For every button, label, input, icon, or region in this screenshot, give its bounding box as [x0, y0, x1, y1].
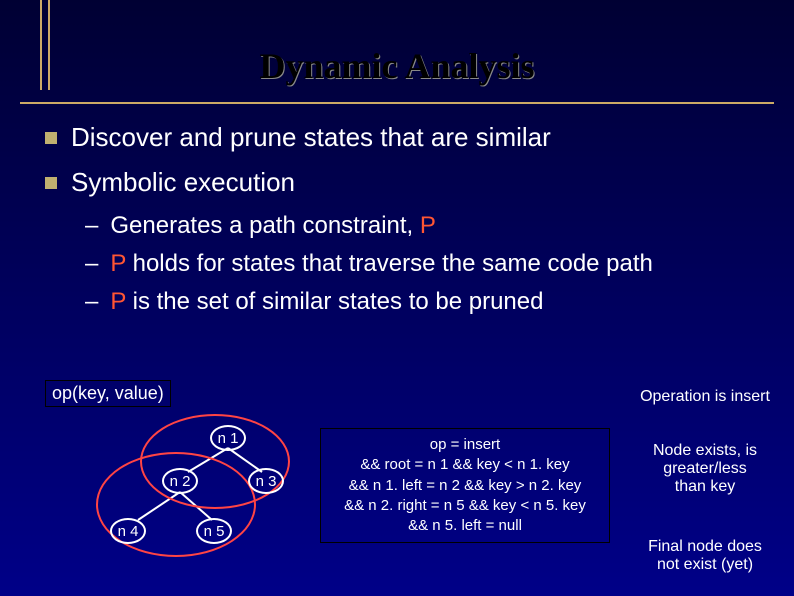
- bullet-1: Discover and prune states that are simil…: [45, 122, 749, 153]
- right-label-2c: than key: [625, 478, 785, 496]
- right-label-2: Node exists, is greater/less than key: [625, 442, 785, 496]
- constraint-box: op = insert && root = n 1 && key < n 1. …: [320, 428, 610, 543]
- decorative-vline-1: [40, 0, 42, 90]
- bullet-1-text: Discover and prune states that are simil…: [71, 122, 551, 153]
- bullet-icon: [45, 132, 57, 144]
- bullet-2: Symbolic execution: [45, 167, 749, 198]
- sub-2: – P holds for states that traverse the s…: [85, 250, 749, 278]
- right-label-2b: greater/less: [625, 460, 785, 478]
- dash-icon: –: [85, 212, 98, 240]
- diagram-area: op(key, value) n 1 n 2 n 3 n 4 n 5 op = …: [0, 380, 794, 596]
- op-label-box: op(key, value): [45, 380, 171, 407]
- node-n2: n 2: [162, 468, 198, 494]
- sub-3-red: P: [110, 288, 126, 315]
- sub-3-rest: is the set of similar states to be prune…: [126, 288, 544, 315]
- right-label-2a: Node exists, is: [625, 442, 785, 460]
- constraint-l1: op = insert: [325, 435, 605, 455]
- node-n1: n 1: [210, 425, 246, 451]
- decorative-vline-2: [48, 0, 50, 90]
- constraint-l4: && n 2. right = n 5 && key < n 5. key: [325, 496, 605, 516]
- sub-3-text: P is the set of similar states to be pru…: [110, 288, 543, 316]
- right-label-3a: Final node does: [625, 538, 785, 556]
- right-label-1: Operation is insert: [625, 388, 785, 406]
- content-area: Discover and prune states that are simil…: [0, 122, 794, 316]
- right-label-3b: not exist (yet): [625, 556, 785, 574]
- bullet-icon: [45, 177, 57, 189]
- sub-2-text: P holds for states that traverse the sam…: [110, 250, 653, 278]
- sub-3: – P is the set of similar states to be p…: [85, 288, 749, 316]
- tree-diagram: n 1 n 2 n 3 n 4 n 5: [70, 420, 290, 580]
- sub-1-text: Generates a path constraint, P: [110, 212, 436, 240]
- title-rule: [20, 102, 774, 104]
- node-n4: n 4: [110, 518, 146, 544]
- node-n3: n 3: [248, 468, 284, 494]
- bullet-2-text: Symbolic execution: [71, 167, 295, 198]
- dash-icon: –: [85, 288, 98, 316]
- right-label-3: Final node does not exist (yet): [625, 538, 785, 574]
- node-n5: n 5: [196, 518, 232, 544]
- constraint-l3: && n 1. left = n 2 && key > n 2. key: [325, 476, 605, 496]
- dash-icon: –: [85, 250, 98, 278]
- constraint-l5: && n 5. left = null: [325, 516, 605, 536]
- sub-2-red: P: [110, 250, 126, 277]
- sub-2-rest: holds for states that traverse the same …: [126, 250, 653, 277]
- sub-1-red: P: [420, 212, 436, 239]
- sub-1-prefix: Generates a path constraint,: [110, 212, 420, 239]
- constraint-l2: && root = n 1 && key < n 1. key: [325, 455, 605, 475]
- sub-1: – Generates a path constraint, P: [85, 212, 749, 240]
- slide-title: Dynamic Analysis: [0, 0, 794, 102]
